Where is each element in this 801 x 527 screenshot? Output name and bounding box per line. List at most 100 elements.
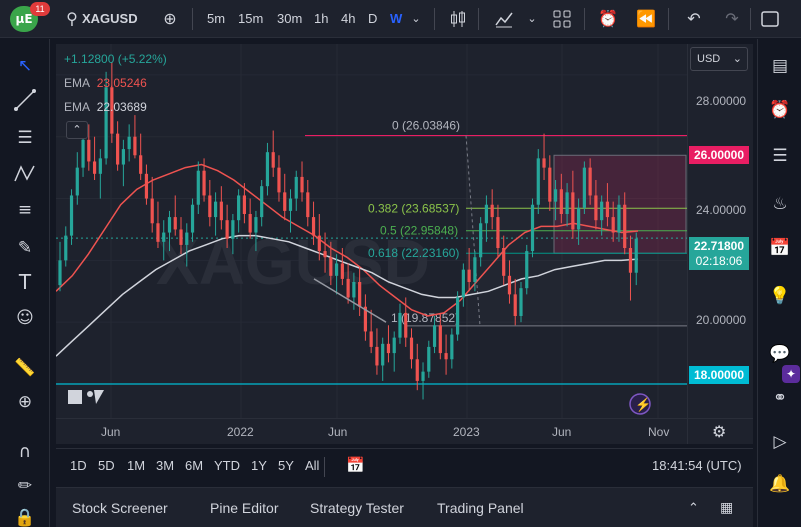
- currency-select[interactable]: USD ⌄: [690, 47, 748, 71]
- chevron-down-icon[interactable]: ⌄: [411, 12, 421, 25]
- candle-body: [456, 297, 460, 335]
- candle-body: [150, 198, 154, 224]
- time-axis[interactable]: Jun 2022 Jun 2023 Jun Nov: [56, 418, 687, 444]
- notification-bell-icon[interactable]: 🔔: [769, 474, 791, 494]
- price-axis[interactable]: 28.00000 24.00000 20.00000: [687, 44, 753, 418]
- interval-5m[interactable]: 5m: [207, 11, 226, 26]
- redo-icon[interactable]: ↷: [725, 9, 739, 28]
- add-list-icon[interactable]: ☰: [772, 146, 788, 166]
- range-All[interactable]: All: [305, 458, 320, 473]
- range-5Y[interactable]: 5Y: [278, 458, 294, 473]
- range-5D[interactable]: 5D: [98, 458, 115, 473]
- tab-strategy-tester[interactable]: Strategy Tester: [310, 500, 404, 516]
- fib-label-1: 1 (19.87852): [391, 311, 459, 325]
- fib-levels-icon[interactable]: ☰: [17, 128, 33, 148]
- lock-icon[interactable]: 🔒: [14, 508, 36, 527]
- zoom-in-icon[interactable]: ⊕: [17, 392, 33, 412]
- patterns-icon[interactable]: [12, 161, 38, 187]
- candle-body: [611, 217, 615, 233]
- alert-clock-icon[interactable]: ⏰: [598, 9, 618, 28]
- tab-stock-screener[interactable]: Stock Screener: [72, 500, 168, 516]
- range-YTD[interactable]: YTD: [214, 458, 240, 473]
- undo-icon[interactable]: ↶: [687, 9, 701, 28]
- range-1Y[interactable]: 1Y: [251, 458, 267, 473]
- candle-body: [352, 282, 356, 298]
- alarm-clock-icon[interactable]: ⏰: [769, 100, 791, 120]
- watchlist-icon[interactable]: ▤: [771, 56, 789, 76]
- streams-icon[interactable]: ⚭: [772, 388, 788, 408]
- prediction-icon[interactable]: ≡: [17, 200, 33, 220]
- candle-body: [196, 170, 200, 205]
- search-icon[interactable]: ⚲: [66, 9, 78, 28]
- goto-date-icon[interactable]: 📅: [346, 456, 365, 474]
- notification-badge: 11: [30, 2, 50, 16]
- text-icon[interactable]: T: [18, 270, 32, 294]
- candle-body: [450, 334, 454, 360]
- chart-pane[interactable]: XAGUSD 0 (26.03846) 0.382 (23.68537) 0.5 (…: [56, 44, 687, 418]
- time-tick: Jun: [101, 425, 121, 439]
- replay-icon[interactable]: ⏪: [636, 9, 656, 28]
- utc-clock[interactable]: 18:41:54 (UTC): [652, 458, 742, 473]
- fullscreen-square-icon[interactable]: [760, 9, 780, 29]
- chevron-down-icon[interactable]: ⌄: [527, 12, 537, 25]
- candle-body: [421, 371, 425, 381]
- ema2-value: 22.03689: [96, 100, 147, 114]
- magnet-icon[interactable]: ∩: [18, 442, 32, 462]
- trendline-icon[interactable]: [12, 87, 38, 113]
- symbol-search[interactable]: XAGUSD: [82, 11, 138, 26]
- rectangle-drawing: [553, 154, 687, 254]
- calendar-icon[interactable]: 📅: [769, 238, 791, 258]
- price-chart[interactable]: XAGUSD 0 (26.03846)0.382 (23.68537)0.5 (…: [56, 44, 687, 418]
- time-tick: Jun: [552, 425, 572, 439]
- ema1-label: EMA: [64, 76, 90, 90]
- sparkle-icon[interactable]: ✦: [782, 365, 800, 383]
- date-range-bar: 1D 5D 1M 3M 6M YTD 1Y 5Y All 📅 18:41:54 …: [56, 448, 753, 482]
- collapse-legend-button[interactable]: ⌃: [66, 121, 88, 139]
- cursor-icon[interactable]: ↖: [17, 56, 33, 76]
- candle-body: [409, 337, 414, 360]
- indicators-icon[interactable]: [494, 9, 514, 29]
- candles-icon[interactable]: [448, 9, 468, 29]
- interval-1h[interactable]: 1h: [314, 11, 329, 26]
- candle-body: [110, 87, 114, 134]
- chevron-up-icon[interactable]: ⌃: [688, 500, 699, 515]
- range-3M[interactable]: 3M: [156, 458, 175, 473]
- chat-icon[interactable]: 💬: [769, 344, 791, 364]
- ema2-legend[interactable]: EMA 22.03689: [64, 100, 147, 114]
- ema1-legend[interactable]: EMA 23.05246: [64, 76, 147, 90]
- gear-icon[interactable]: ⚙: [712, 422, 727, 441]
- compare-plus-icon[interactable]: ⊕: [163, 9, 177, 28]
- layout-grid-icon[interactable]: [552, 9, 572, 29]
- interval-W[interactable]: W: [390, 11, 403, 26]
- interval-4h[interactable]: 4h: [341, 11, 356, 26]
- axis-settings[interactable]: ⚙: [687, 418, 753, 444]
- candle-body: [513, 294, 517, 316]
- fib-label-382: 0.382 (23.68537): [368, 201, 459, 215]
- candle-body: [444, 353, 448, 360]
- ideas-bulb-icon[interactable]: 💡: [769, 286, 791, 306]
- candle-body: [58, 260, 62, 286]
- brush-icon[interactable]: ✎: [17, 238, 33, 258]
- hotlist-fire-icon[interactable]: ♨: [772, 194, 788, 214]
- candle-body: [502, 248, 506, 276]
- play-icon[interactable]: ▷: [773, 432, 787, 452]
- fib-trend-link: [465, 135, 481, 326]
- range-1D[interactable]: 1D: [70, 458, 87, 473]
- time-tick: Jun: [328, 425, 348, 439]
- interval-15m[interactable]: 15m: [238, 11, 264, 26]
- interval-D[interactable]: D: [368, 11, 378, 26]
- tab-pine-editor[interactable]: Pine Editor: [210, 500, 279, 516]
- candle-body: [329, 257, 333, 276]
- ema-line-1: [56, 163, 639, 317]
- range-6M[interactable]: 6M: [185, 458, 204, 473]
- interval-30m[interactable]: 30m: [277, 11, 303, 26]
- maximize-panel-icon[interactable]: ▦: [720, 500, 734, 516]
- emoji-icon[interactable]: ☺: [16, 308, 34, 328]
- currency-value: USD: [697, 53, 721, 65]
- tab-trading-panel[interactable]: Trading Panel: [437, 500, 524, 516]
- ruler-icon[interactable]: 📏: [14, 358, 36, 378]
- lock-pencil-icon[interactable]: ✏: [17, 476, 33, 496]
- range-1M[interactable]: 1M: [127, 458, 146, 473]
- candle-body: [548, 167, 552, 202]
- divider: [668, 8, 669, 30]
